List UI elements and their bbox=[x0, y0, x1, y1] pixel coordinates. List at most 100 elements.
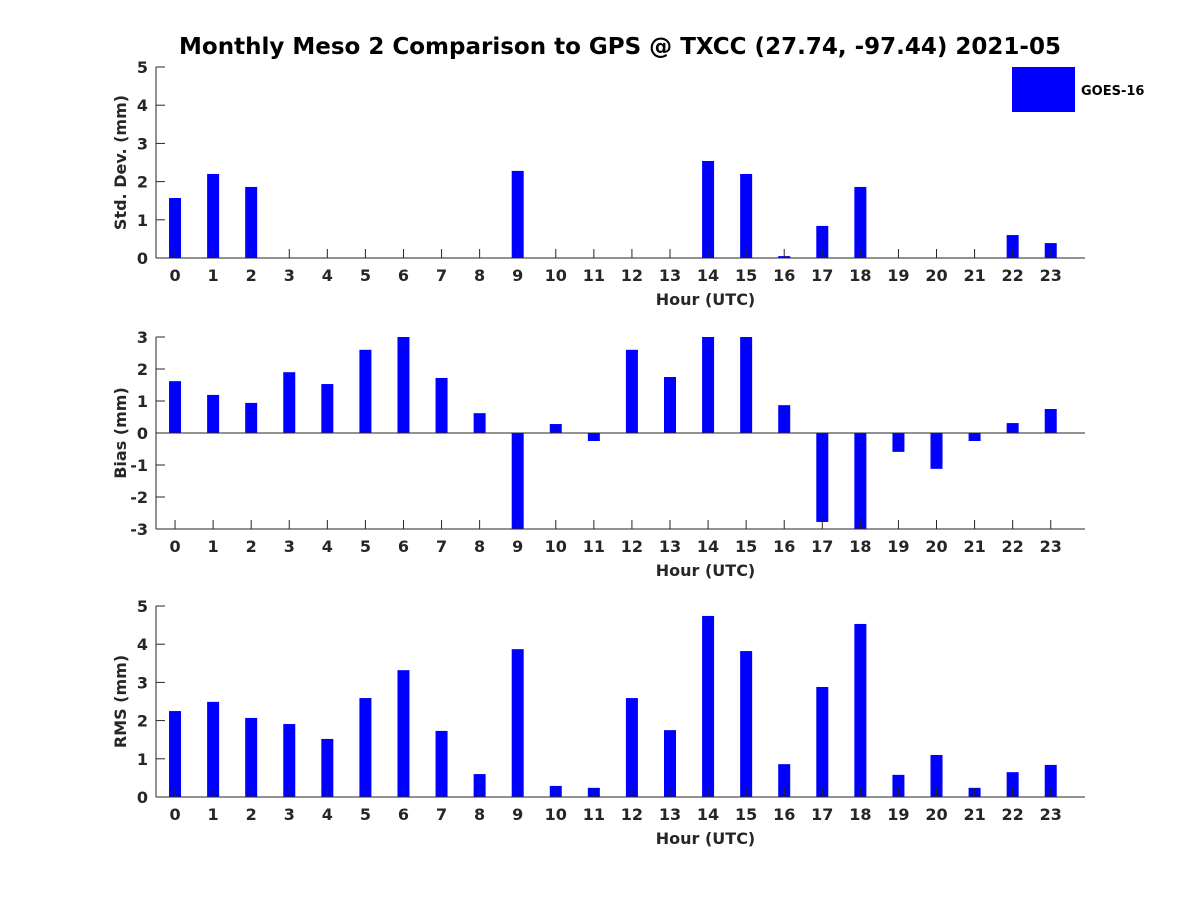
y-axis-label: Bias (mm) bbox=[111, 387, 130, 479]
x-tick-label: 15 bbox=[735, 805, 757, 824]
x-tick-label: 14 bbox=[697, 537, 719, 556]
x-tick-label: 19 bbox=[887, 537, 909, 556]
y-axis-label: Std. Dev. (mm) bbox=[111, 95, 130, 230]
x-tick-label: 17 bbox=[811, 805, 833, 824]
x-tick-label: 2 bbox=[246, 537, 257, 556]
bar bbox=[854, 433, 867, 529]
bar bbox=[816, 225, 829, 258]
y-tick-label: 3 bbox=[137, 673, 148, 692]
y-tick-label: 0 bbox=[137, 788, 148, 807]
x-tick-label: 17 bbox=[811, 537, 833, 556]
bar bbox=[321, 738, 334, 797]
x-tick-label: 0 bbox=[169, 537, 180, 556]
y-tick-label: 2 bbox=[137, 712, 148, 731]
x-tick-label: 21 bbox=[963, 537, 985, 556]
x-tick-label: 17 bbox=[811, 266, 833, 285]
x-tick-label: 4 bbox=[322, 266, 333, 285]
x-tick-label: 13 bbox=[659, 805, 681, 824]
x-tick-label: 15 bbox=[735, 537, 757, 556]
x-axis-label: Hour (UTC) bbox=[656, 290, 756, 309]
bar bbox=[473, 774, 486, 797]
bar bbox=[625, 349, 638, 433]
bar bbox=[283, 372, 296, 433]
bar bbox=[930, 754, 943, 797]
x-tick-label: 2 bbox=[246, 266, 257, 285]
x-tick-label: 6 bbox=[398, 266, 409, 285]
y-tick-label: 3 bbox=[137, 328, 148, 347]
x-tick-label: 4 bbox=[322, 537, 333, 556]
bar bbox=[321, 384, 334, 433]
x-tick-label: 12 bbox=[621, 266, 643, 285]
bar bbox=[549, 424, 562, 433]
x-tick-label: 14 bbox=[697, 266, 719, 285]
y-tick-label: -1 bbox=[130, 456, 148, 475]
x-tick-label: 16 bbox=[773, 537, 795, 556]
x-tick-label: 8 bbox=[474, 266, 485, 285]
x-tick-label: 22 bbox=[1002, 266, 1024, 285]
bar bbox=[740, 173, 753, 258]
bar bbox=[397, 337, 410, 433]
x-tick-label: 9 bbox=[512, 537, 523, 556]
x-tick-label: 5 bbox=[360, 805, 371, 824]
x-tick-label: 20 bbox=[925, 266, 947, 285]
x-tick-label: 0 bbox=[169, 805, 180, 824]
bar bbox=[397, 670, 410, 797]
bar bbox=[854, 186, 867, 258]
bar bbox=[207, 701, 220, 797]
bar bbox=[778, 764, 791, 797]
bar bbox=[1006, 235, 1019, 258]
bar bbox=[435, 377, 448, 433]
bar bbox=[283, 724, 296, 797]
x-tick-label: 7 bbox=[436, 537, 447, 556]
bar bbox=[245, 717, 258, 797]
bar bbox=[740, 651, 753, 797]
x-tick-label: 13 bbox=[659, 266, 681, 285]
y-tick-label: 0 bbox=[137, 249, 148, 268]
bar bbox=[169, 381, 182, 433]
bar bbox=[702, 160, 715, 258]
x-tick-label: 5 bbox=[360, 537, 371, 556]
x-tick-label: 12 bbox=[621, 537, 643, 556]
y-tick-label: 4 bbox=[137, 96, 148, 115]
bar bbox=[511, 649, 524, 797]
y-tick-label: 2 bbox=[137, 360, 148, 379]
x-tick-label: 23 bbox=[1040, 266, 1062, 285]
x-tick-label: 19 bbox=[887, 805, 909, 824]
bar bbox=[511, 170, 524, 258]
bar bbox=[702, 337, 715, 433]
x-tick-label: 8 bbox=[474, 805, 485, 824]
x-tick-label: 10 bbox=[545, 266, 567, 285]
bar bbox=[511, 433, 524, 529]
x-tick-label: 7 bbox=[436, 266, 447, 285]
y-tick-label: 1 bbox=[137, 211, 148, 230]
x-tick-label: 11 bbox=[583, 805, 605, 824]
bar bbox=[169, 198, 182, 258]
bar bbox=[207, 173, 220, 258]
bar bbox=[625, 698, 638, 797]
x-tick-label: 13 bbox=[659, 537, 681, 556]
bar bbox=[245, 186, 258, 258]
bar bbox=[359, 698, 372, 797]
x-tick-label: 20 bbox=[925, 805, 947, 824]
bar bbox=[816, 433, 829, 522]
x-tick-label: 10 bbox=[545, 805, 567, 824]
x-tick-label: 18 bbox=[849, 537, 871, 556]
x-tick-label: 23 bbox=[1040, 805, 1062, 824]
x-tick-label: 23 bbox=[1040, 537, 1062, 556]
x-tick-label: 5 bbox=[360, 266, 371, 285]
bar bbox=[892, 774, 905, 797]
x-tick-label: 18 bbox=[849, 266, 871, 285]
y-tick-label: 3 bbox=[137, 134, 148, 153]
y-tick-label: 2 bbox=[137, 173, 148, 192]
x-tick-label: 11 bbox=[583, 537, 605, 556]
bar bbox=[435, 730, 448, 797]
legend-label: GOES-16 bbox=[1081, 84, 1144, 99]
x-tick-label: 3 bbox=[284, 805, 295, 824]
x-tick-label: 20 bbox=[925, 537, 947, 556]
x-tick-label: 2 bbox=[246, 805, 257, 824]
y-axis-label: RMS (mm) bbox=[111, 655, 130, 748]
x-tick-label: 16 bbox=[773, 805, 795, 824]
